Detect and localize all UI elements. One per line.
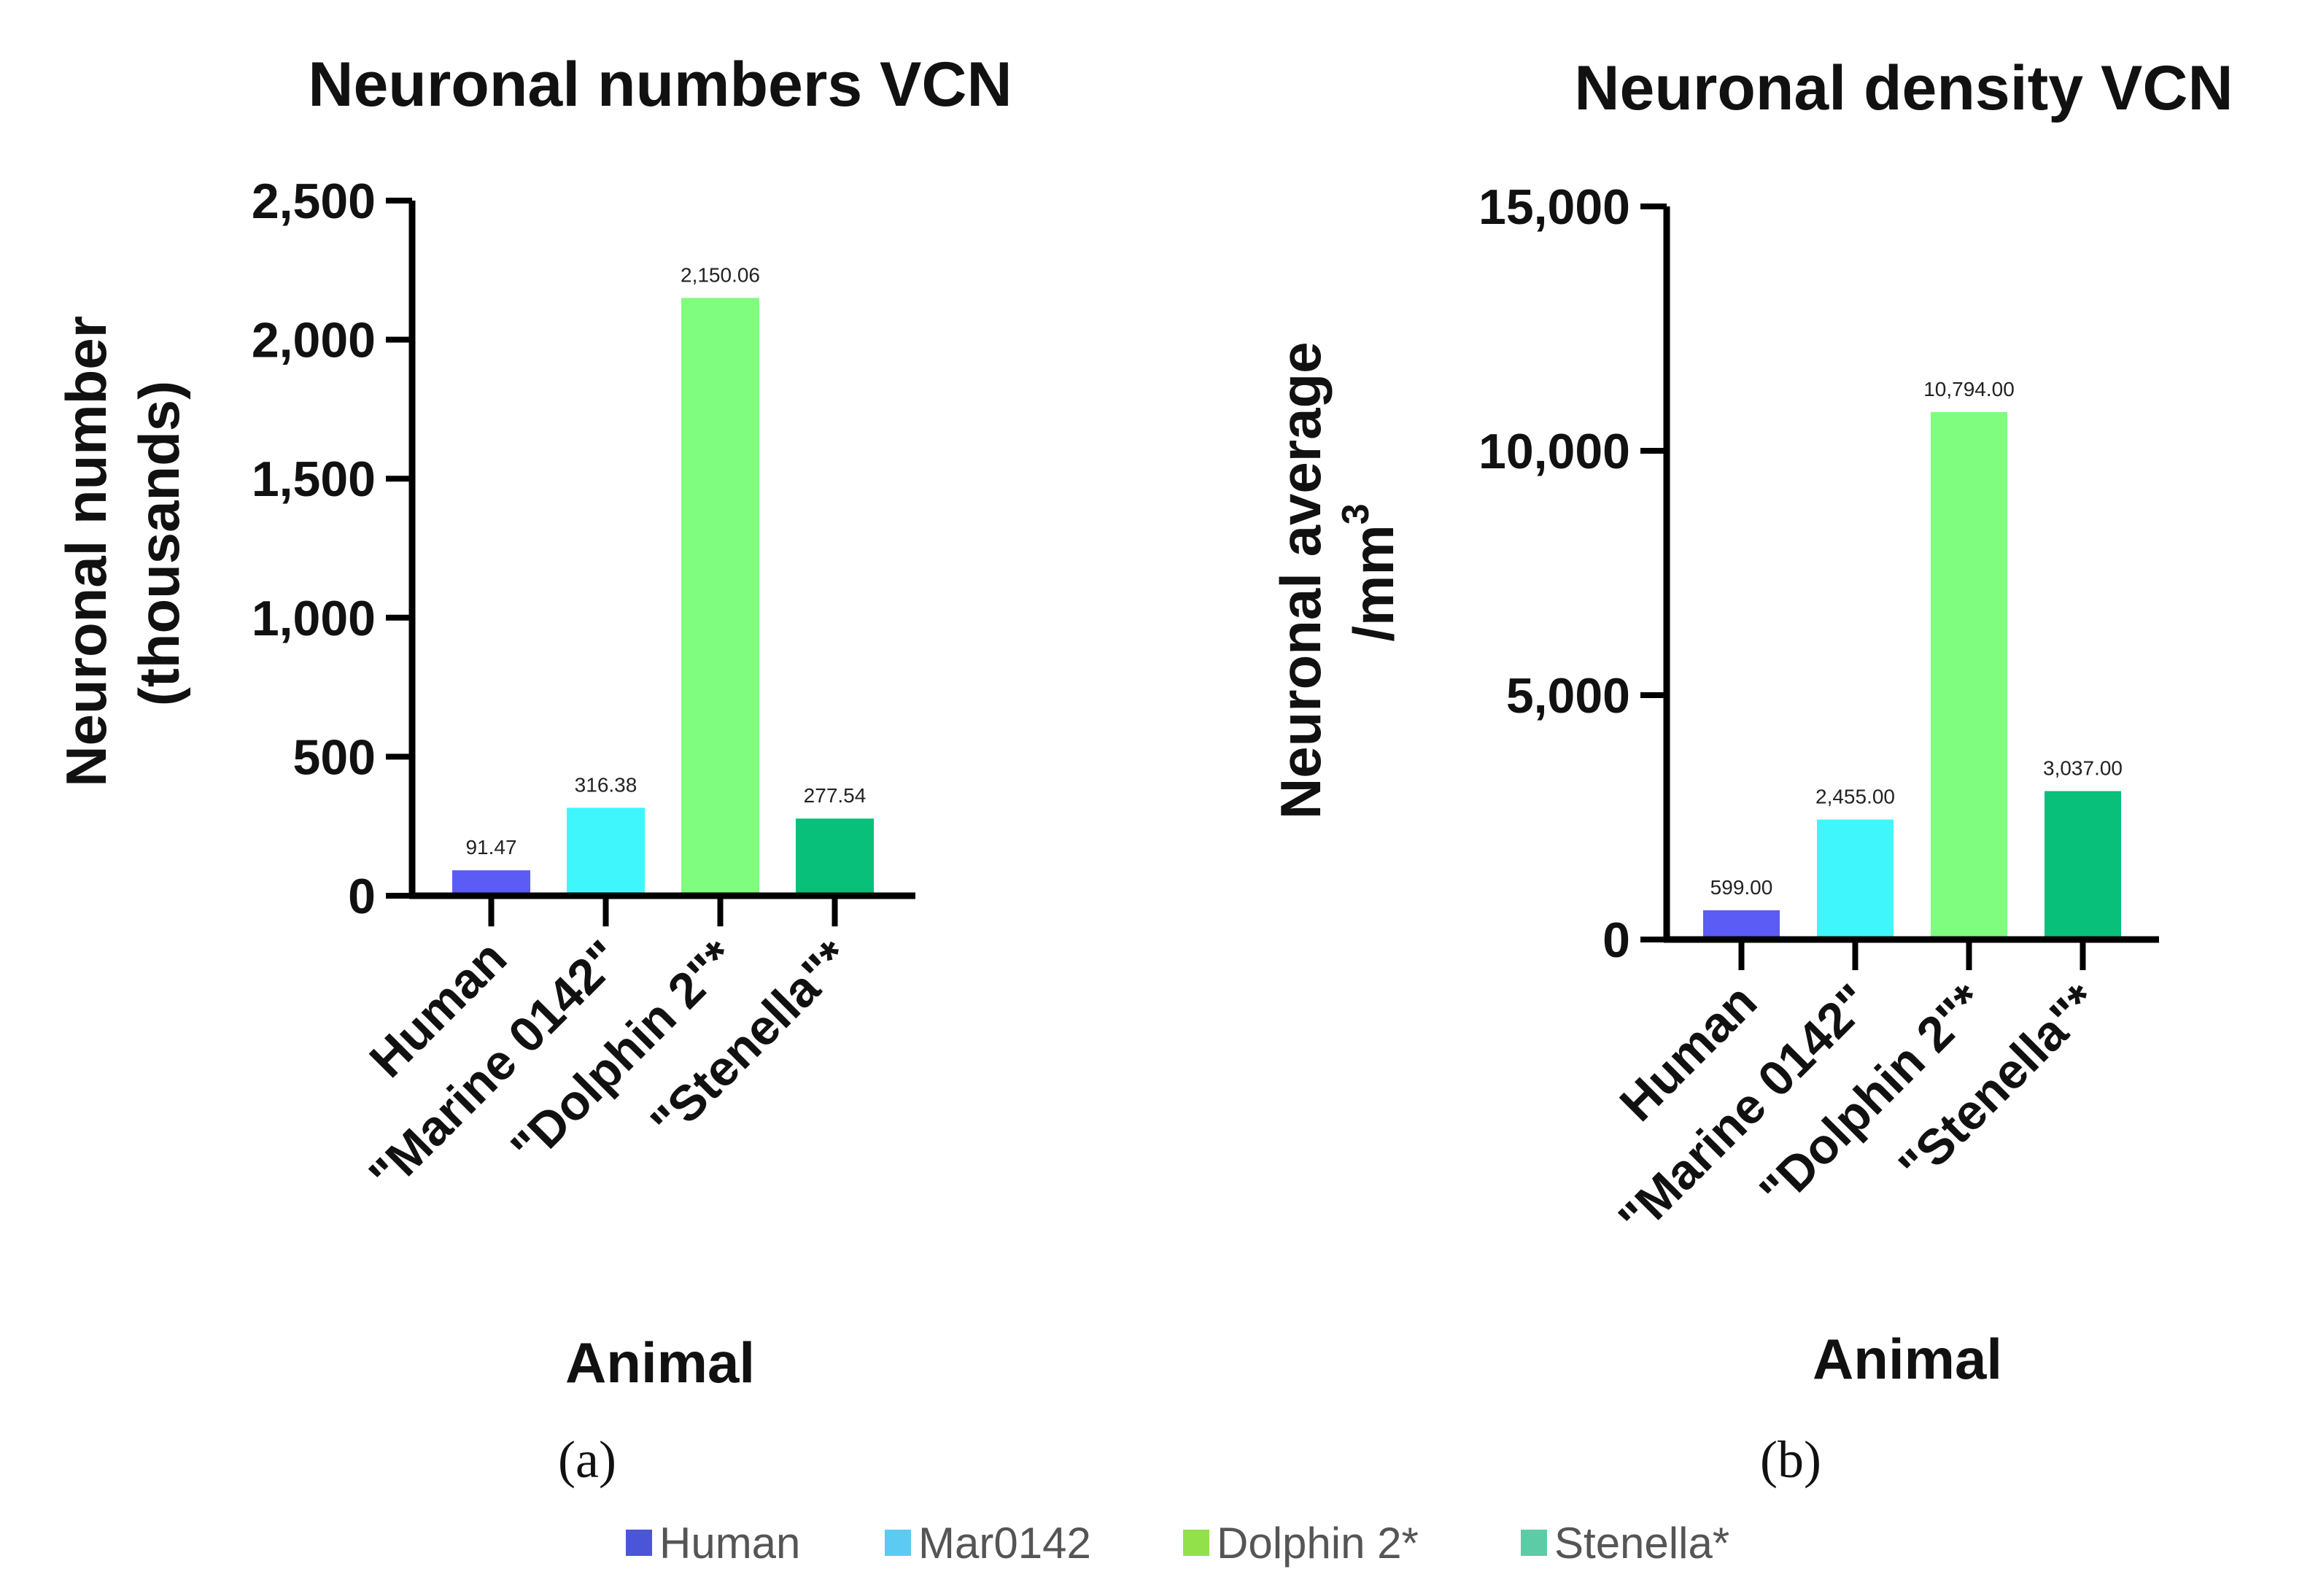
chart-a-bar: [681, 298, 759, 896]
chart-a-ytick-label: 500: [293, 729, 376, 785]
chart-a-panel-label: (a): [558, 1430, 616, 1489]
chart-a-ylabel-line2: (thousands): [127, 381, 191, 706]
chart-a-ytick-label: 0: [348, 869, 376, 924]
chart-a-ytick-label: 1,000: [252, 591, 376, 646]
chart-a-data-label: 91.47: [465, 836, 516, 859]
legend-label: Human: [659, 1519, 800, 1568]
chart-b-bar: [2044, 791, 2121, 940]
chart-a-data-label: 316.38: [575, 773, 637, 796]
chart-b-panel-label: (b): [1760, 1430, 1821, 1489]
chart-b-ylabel: Neuronal average /mm3: [1268, 326, 1406, 820]
chart-b-ylabel-superscript: 3: [1335, 503, 1377, 524]
chart-b-data-label: 10,794.00: [1923, 378, 2015, 400]
chart-a-ylabel-line1: Neuronal number: [54, 316, 118, 787]
chart-a-data-label: 277.54: [804, 784, 867, 807]
chart-a-bar: [567, 807, 645, 896]
chart-b-ytick-label: 10,000: [1478, 424, 1630, 479]
chart-b-xlabel: Animal: [1813, 1327, 2002, 1391]
chart-a-ytick-label: 2,000: [252, 313, 376, 368]
legend-swatch: [885, 1530, 911, 1556]
svg-text:Neuronal average /mm3: Neuronal average /mm3: [1268, 326, 1406, 819]
chart-b-ytick-label: 15,000: [1478, 179, 1630, 235]
chart-a-ylabel: Neuronal number (thousands): [54, 300, 191, 787]
chart-b-bar: [1931, 411, 2007, 940]
legend-swatch: [1183, 1530, 1209, 1556]
legend-label: Mar0142: [918, 1519, 1091, 1568]
legend-label: Dolphin 2*: [1217, 1519, 1419, 1568]
chart-b-bar: [1703, 910, 1780, 940]
chart-b: Neuronal density VCN Neuronal average /m…: [1268, 53, 2233, 1489]
legend-swatch: [626, 1530, 652, 1556]
svg-text:Neuronal number (thous: Neuronal number (thousands): [54, 300, 191, 786]
legend-swatch: [1521, 1530, 1547, 1556]
chart-a-ytick-label: 2,500: [252, 174, 376, 229]
chart-a: Neuronal numbers VCN Neuronal number (th…: [54, 50, 1012, 1489]
chart-b-ylabel-line1: Neuronal average: [1268, 342, 1333, 820]
chart-a-ytick-label: 1,500: [252, 452, 376, 507]
chart-b-data-label: 2,455.00: [1815, 786, 1895, 808]
chart-b-ytick-label: 0: [1602, 913, 1630, 968]
legend: Human Mar0142 Dolphin 2* Stenella*: [626, 1519, 1729, 1568]
chart-a-data-label: 2,150.06: [681, 263, 760, 286]
chart-b-data-label: 3,037.00: [2043, 757, 2123, 780]
legend-label: Stenella*: [1554, 1519, 1729, 1568]
chart-b-bar: [1817, 819, 1894, 940]
chart-a-xlabel: Animal: [565, 1330, 755, 1395]
chart-a-bar: [796, 818, 874, 896]
chart-a-title: Neuronal numbers VCN: [308, 50, 1012, 120]
chart-b-ytick-label: 5,000: [1506, 668, 1630, 724]
chart-b-data-label: 599.00: [1710, 876, 1773, 899]
chart-b-title: Neuronal density VCN: [1574, 53, 2233, 123]
chart-b-ylabel-line2: /mm: [1341, 524, 1406, 641]
chart-a-bar: [452, 870, 530, 896]
